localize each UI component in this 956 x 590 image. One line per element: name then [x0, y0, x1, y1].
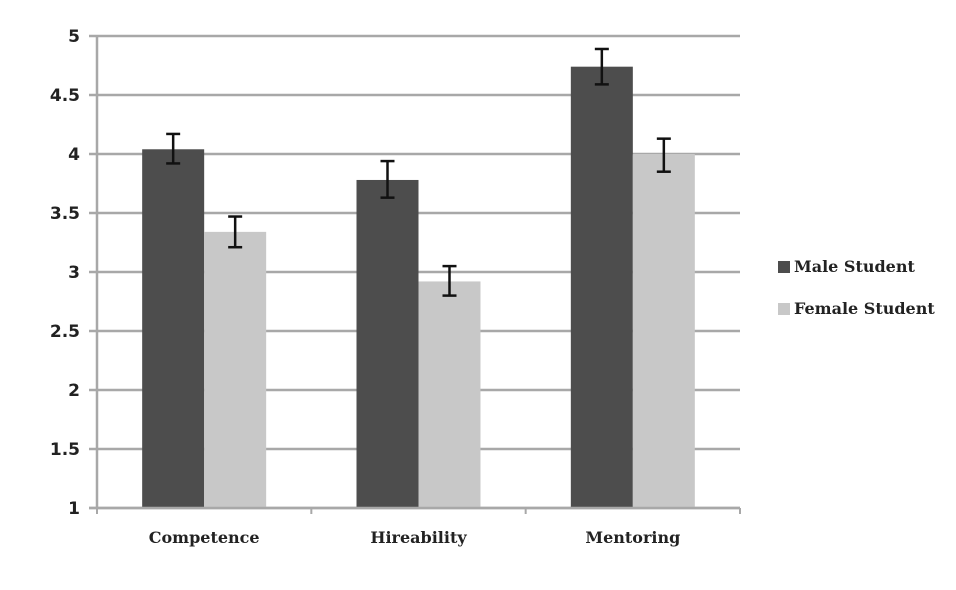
y-tick-label: 2.5	[50, 322, 80, 342]
y-tick-label: 3.5	[50, 204, 80, 224]
y-tick-label: 5	[68, 27, 80, 47]
bar-female-student	[418, 281, 481, 508]
y-tick-label: 3	[68, 263, 80, 283]
legend-item-female: Female Student	[778, 299, 935, 318]
bar-male-student	[570, 66, 633, 509]
x-category-label: Mentoring	[585, 528, 680, 547]
legend-swatch-female	[778, 302, 790, 315]
y-tick-label: 4.5	[50, 86, 80, 106]
bar-male-student	[142, 149, 205, 508]
bar-female-student	[204, 231, 267, 508]
bar-female-student	[632, 154, 695, 508]
legend-label-female: Female Student	[794, 299, 935, 318]
y-tick-label: 1	[68, 499, 80, 519]
y-tick-label: 2	[68, 381, 80, 401]
x-category-label: Competence	[149, 528, 260, 547]
x-category-label: Hireability	[370, 528, 467, 547]
legend-item-male: Male Student	[778, 257, 915, 276]
legend-swatch-male	[778, 260, 790, 273]
legend-label-male: Male Student	[794, 257, 915, 276]
y-tick-label: 1.5	[50, 440, 80, 460]
bar-male-student	[356, 179, 419, 508]
y-tick-label: 4	[68, 145, 80, 165]
